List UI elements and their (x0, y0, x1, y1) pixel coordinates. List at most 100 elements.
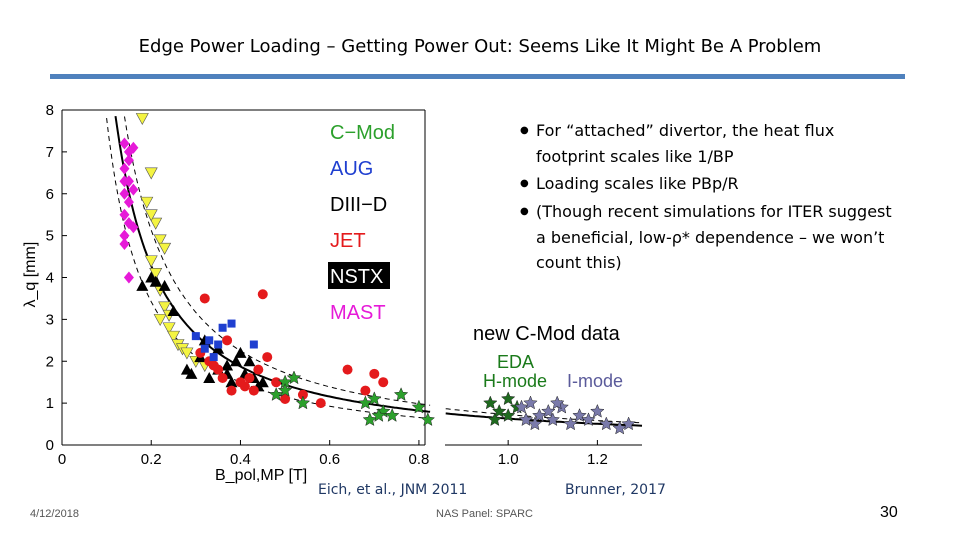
jet-point (253, 364, 264, 375)
eda-h-mode-point (500, 391, 516, 406)
legend-label: DIII−D (330, 194, 387, 216)
jet-point (360, 385, 371, 396)
aug-point (209, 353, 218, 362)
mast-point (123, 154, 134, 167)
eda-h-mode-point (491, 403, 507, 418)
legend-label: NSTX (330, 266, 383, 288)
aug-point (200, 344, 209, 353)
nstx-point (144, 167, 158, 180)
aug-point (218, 323, 227, 332)
inset-fit-upper (445, 408, 643, 424)
i-mode-point (545, 412, 561, 427)
x-tick-label: 1.2 (587, 451, 608, 468)
nstx-point (167, 330, 181, 343)
mast-point (128, 183, 139, 196)
aug-point (227, 319, 236, 328)
aug-point (191, 332, 200, 341)
bullet-text: Loading scales like PBp/R (536, 174, 739, 194)
y-tick-label: 5 (46, 228, 54, 245)
nstx-point (149, 217, 163, 230)
aug-point (205, 336, 214, 345)
bullet-item: ● For “attached” divertor, the heat flux… (520, 118, 900, 169)
footer-center: NAS Panel: SPARC (436, 508, 534, 520)
diii-d-point (230, 355, 242, 367)
diii-d-point (185, 367, 198, 379)
jet-point (199, 293, 210, 304)
c-mod-point (371, 408, 387, 422)
nstx-point (158, 242, 172, 255)
title-underline (50, 74, 905, 79)
c-mod-point (277, 382, 293, 397)
mast-point (119, 238, 130, 250)
jet-point (222, 335, 233, 346)
y-tick-label: 0 (46, 437, 54, 454)
jet-point (217, 373, 228, 383)
legend-label: AUG (330, 158, 373, 180)
diii-d-point (158, 279, 171, 291)
x-tick-label: 0.8 (408, 451, 429, 468)
i-mode-point (518, 412, 534, 427)
inset-title: new C-Mod data (473, 323, 621, 345)
y-tick-label: 7 (46, 144, 54, 161)
bullet-dot-icon: ● (520, 178, 529, 190)
i-mode-point (523, 395, 538, 410)
diii-d-point (243, 355, 256, 367)
nstx-point (180, 347, 194, 360)
diii-d-point (149, 275, 162, 287)
mast-point (119, 137, 130, 150)
mast-point (123, 271, 134, 284)
jet-point (271, 377, 282, 388)
nstx-point (153, 314, 167, 327)
y-tick-label: 3 (46, 311, 54, 328)
jet-point (248, 385, 259, 396)
i-mode-point (549, 395, 565, 410)
bullet-dot-icon: ● (520, 125, 529, 136)
citation-left: Eich, et al., JNM 2011 (318, 482, 468, 498)
legend-label: MAST (330, 302, 386, 324)
i-mode-point (563, 416, 578, 431)
mast-point (119, 208, 130, 221)
bullet-item: ● Loading scales like PBp/R (520, 171, 900, 197)
bullet-list: ● For “attached” divertor, the heat flux… (520, 118, 900, 278)
c-mod-point (411, 399, 427, 414)
y-tick-label: 6 (46, 186, 54, 203)
bullet-dot-icon: ● (520, 206, 529, 218)
c-mod-point (384, 408, 400, 422)
mast-point (119, 175, 130, 188)
nstx-point (158, 301, 172, 314)
slide-title: Edge Power Loading – Getting Power Out: … (138, 36, 822, 57)
diii-d-point (203, 372, 216, 383)
y-tick-label: 8 (46, 102, 54, 119)
x-tick-label: 0.6 (319, 451, 340, 468)
nstx-point (144, 255, 158, 268)
c-mod-point (362, 412, 378, 427)
x-tick-label: 1.0 (498, 451, 519, 468)
c-mod-point (393, 387, 409, 401)
mast-point (119, 162, 130, 175)
x-tick-label: 0.2 (141, 451, 162, 468)
diii-d-point (167, 305, 180, 316)
bullet-text: (Though recent simulations for ITER sugg… (536, 202, 892, 273)
jet-point (315, 398, 326, 409)
c-mod-point (268, 387, 284, 401)
x-tick-label: 0 (58, 451, 66, 468)
inset-label: EDA (497, 352, 534, 372)
jet-point (378, 377, 389, 388)
diii-d-point (256, 376, 269, 388)
i-mode-point (532, 408, 547, 422)
c-mod-point (367, 391, 382, 406)
diii-d-point (221, 359, 234, 371)
i-mode-point (599, 416, 614, 431)
x-tick-label: 0.4 (230, 451, 251, 468)
mast-point (128, 141, 139, 154)
legend-label: C−Mod (330, 122, 395, 144)
mast-point (119, 229, 130, 242)
eda-h-mode-point (483, 395, 498, 410)
aug-point (214, 340, 223, 349)
jet-point (226, 385, 237, 396)
jet-point (244, 373, 255, 383)
legend-label: JET (330, 230, 366, 252)
eda-h-mode-point (487, 412, 503, 427)
y-tick-label: 1 (46, 395, 54, 412)
i-mode-point (612, 420, 627, 435)
